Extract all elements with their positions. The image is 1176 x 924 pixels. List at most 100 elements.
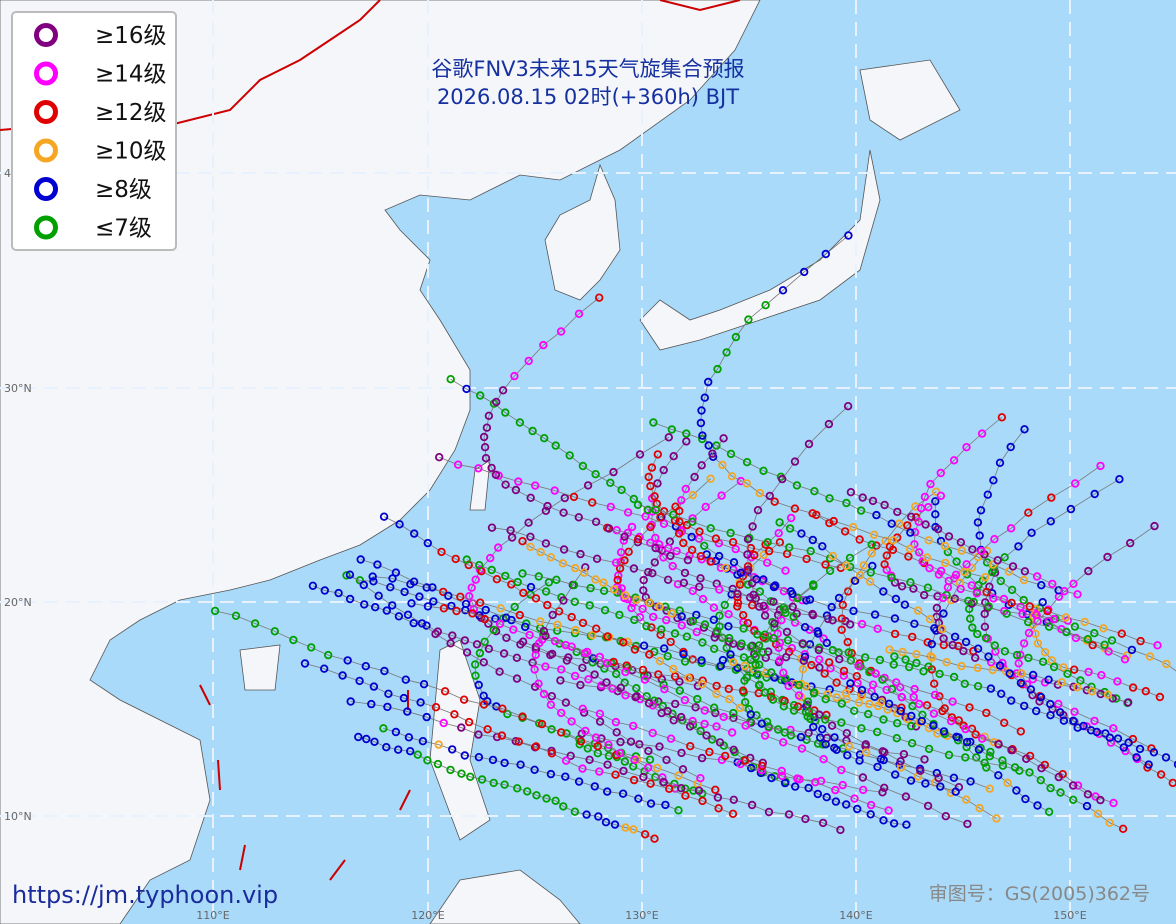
track-point [620, 757, 630, 766]
track-point [681, 791, 690, 800]
track-point [759, 466, 768, 475]
track-point [735, 703, 745, 713]
track-point [760, 688, 770, 697]
track-point [821, 740, 830, 749]
track-point [706, 524, 715, 533]
track-point [935, 669, 944, 679]
track-point [950, 632, 960, 641]
track-point [982, 708, 991, 718]
track-point [786, 513, 796, 523]
track-line [522, 573, 924, 672]
track-point [848, 522, 858, 532]
track-point [531, 742, 541, 751]
track-point [828, 616, 837, 625]
track-point [481, 454, 491, 463]
track-point [250, 619, 260, 628]
track-point [627, 522, 637, 532]
track-point [924, 744, 934, 754]
track-point [973, 682, 983, 691]
url[interactable]: https://jm.typhoon.vip [12, 881, 278, 909]
track-point [706, 557, 715, 566]
track-point [825, 658, 834, 667]
track-point [806, 714, 815, 724]
track-point [422, 712, 431, 722]
track-point [976, 743, 985, 753]
track-point [1168, 778, 1176, 788]
track-line [777, 620, 960, 788]
track-point [649, 418, 658, 427]
track-point [729, 708, 738, 718]
track-point [849, 606, 858, 616]
track-point [603, 760, 612, 769]
track-point [924, 536, 933, 545]
track-point [659, 465, 668, 475]
track-point [492, 575, 502, 584]
track-point [524, 518, 533, 527]
track-point [602, 659, 612, 668]
track-point [1017, 669, 1026, 678]
track-point [1069, 665, 1079, 674]
track-point [726, 528, 735, 538]
track-point [585, 601, 594, 610]
track-point [949, 672, 959, 682]
track-point [613, 575, 622, 585]
track-point [764, 647, 773, 656]
track-point [1006, 442, 1015, 452]
track-point [808, 535, 817, 545]
track-point [610, 820, 620, 829]
track-point [872, 510, 881, 520]
track-point [1063, 669, 1072, 678]
track-point [906, 776, 916, 785]
track-point [1007, 696, 1016, 705]
track-point [1044, 807, 1054, 816]
track-point [746, 710, 755, 719]
track-point [926, 479, 935, 489]
track-point [619, 766, 628, 776]
track-point [769, 597, 778, 606]
track-point [1019, 701, 1029, 711]
track-point [674, 771, 683, 780]
track-point [581, 563, 590, 572]
track-point [457, 723, 466, 732]
track-point [429, 597, 438, 606]
track-point [790, 504, 800, 513]
track-point [645, 650, 654, 659]
track-point [870, 692, 879, 701]
track-point [645, 598, 654, 607]
track-point [782, 627, 792, 637]
track-point [565, 451, 574, 460]
track-point [704, 377, 713, 387]
track-point [822, 638, 831, 648]
track-point [1105, 733, 1115, 742]
track-point [852, 672, 861, 681]
track-point [588, 658, 597, 667]
track-point [935, 692, 944, 701]
track-point [591, 470, 600, 479]
track-point [590, 782, 599, 791]
track-point [590, 670, 599, 679]
track-point [965, 703, 974, 712]
track-point [635, 450, 645, 459]
track-line [545, 635, 968, 825]
track-point [743, 580, 753, 589]
track-point [977, 429, 987, 438]
track-point [960, 567, 969, 577]
track-point [431, 629, 440, 639]
track-point [476, 598, 485, 607]
track-point [880, 500, 889, 510]
track-point [638, 665, 648, 675]
track-point [487, 565, 496, 575]
track-point [739, 624, 748, 633]
track-point [865, 699, 874, 709]
track-point [882, 551, 891, 560]
track-point [550, 486, 559, 495]
track-point [1038, 657, 1048, 666]
track-point [1007, 585, 1017, 595]
track-point [514, 737, 523, 746]
track-point [981, 633, 991, 643]
track-point [479, 432, 489, 442]
track-point [599, 586, 609, 595]
track-point [657, 708, 666, 718]
track-point [798, 639, 807, 648]
track-point [881, 536, 890, 545]
